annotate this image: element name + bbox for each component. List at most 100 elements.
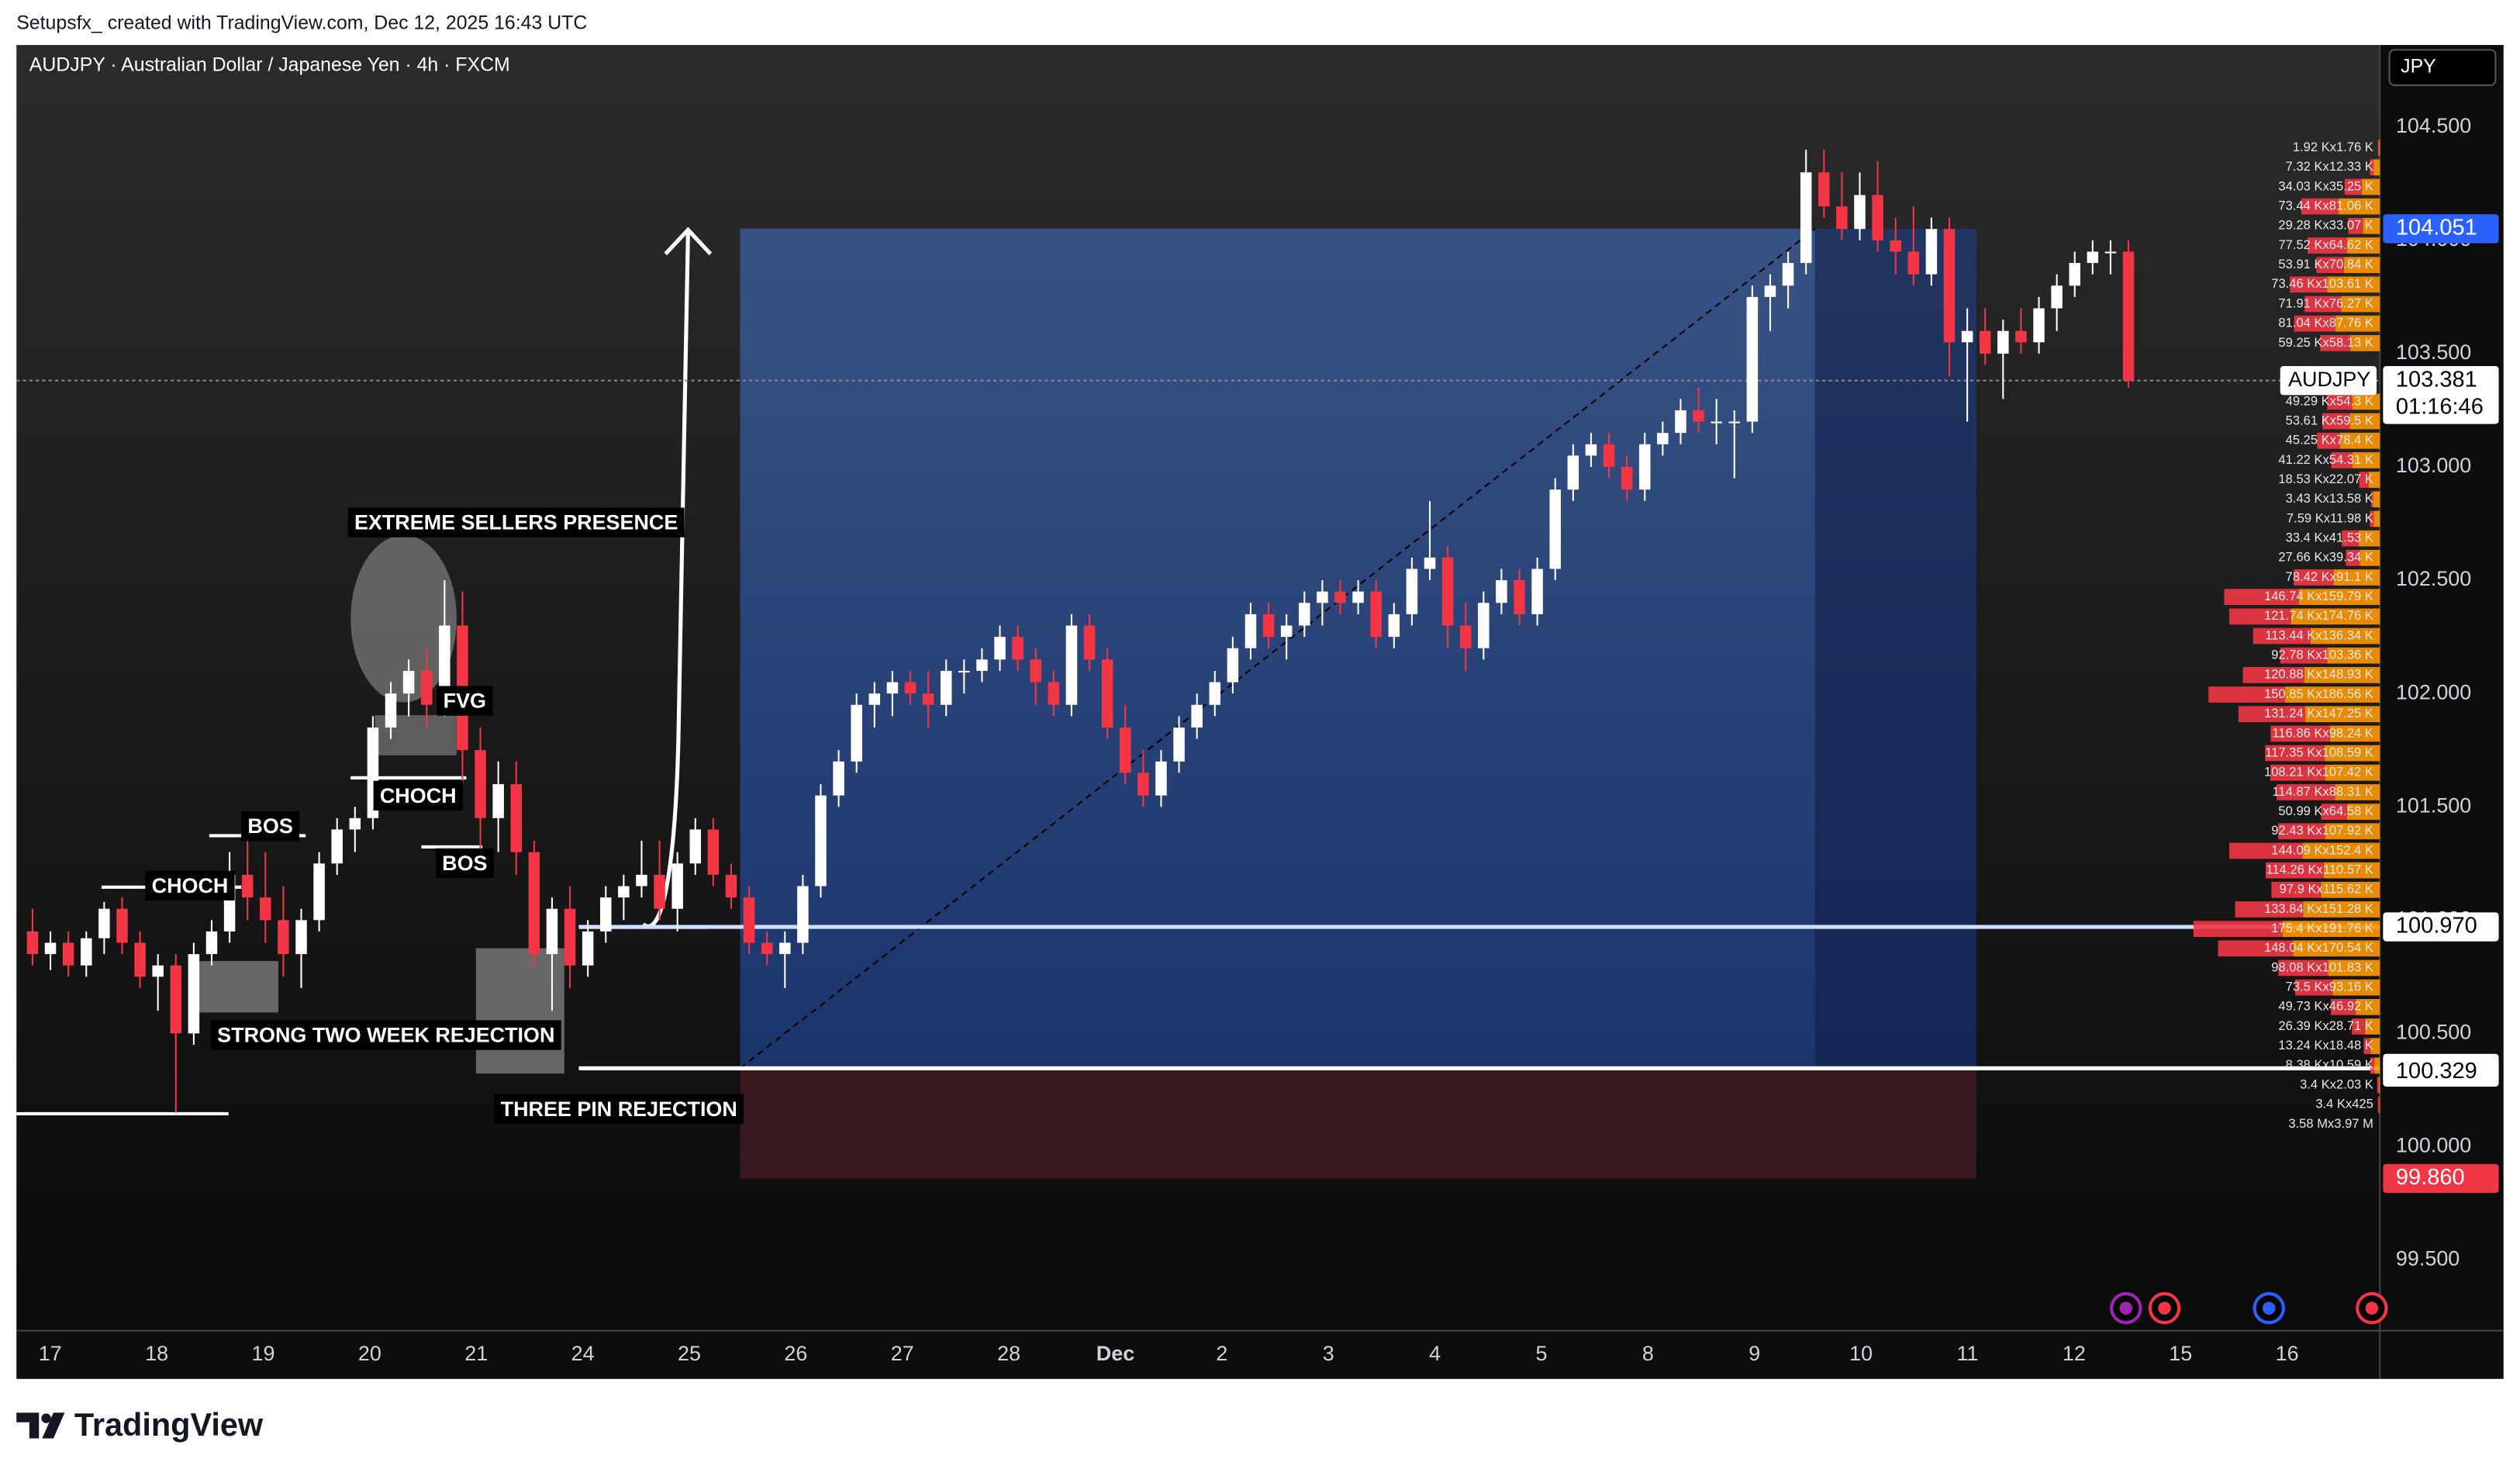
candle-body	[1227, 648, 1239, 683]
x-tick-label: 19	[252, 1342, 275, 1365]
countdown: 01:16:46	[2396, 395, 2484, 420]
profile-label: 144.09 Kx152.4 K	[2271, 842, 2373, 857]
profile-label: 29.28 Kx33.07 K	[2278, 218, 2373, 233]
event-icon-dot	[2263, 1301, 2276, 1315]
candle-body	[206, 932, 218, 954]
profile-label: 148.04 Kx170.54 K	[2264, 940, 2373, 955]
candle-body	[1997, 331, 2009, 354]
profile-label: 73.46 Kx103.61 K	[2271, 276, 2373, 291]
candle-body	[1030, 659, 1041, 682]
symbol-title: AUDJPY · Australian Dollar / Japanese Ye…	[29, 54, 510, 76]
stop-zone	[740, 1068, 1976, 1178]
target-zone	[740, 229, 1976, 1068]
candle-body	[958, 671, 970, 672]
candle-body	[331, 829, 343, 863]
profile-label: 116.86 Kx98.24 K	[2272, 725, 2373, 740]
annotation: CHOCH	[145, 871, 234, 900]
x-tick-label: 17	[39, 1342, 62, 1365]
candle-body	[1568, 455, 1579, 489]
candle-body	[98, 909, 110, 938]
brand: TradingView	[74, 1406, 264, 1443]
candle-body	[976, 659, 988, 671]
candle-body	[797, 886, 809, 942]
profile-label: 117.35 Kx108.59 K	[2265, 745, 2373, 759]
profile-label: 3.4 Kx425	[2315, 1097, 2373, 1111]
annotation-text: FVG	[444, 690, 486, 713]
profile-sell	[2194, 921, 2283, 937]
annotation-text: EXTREME SELLERS PRESENCE	[354, 511, 678, 534]
x-tick-label: 8	[1642, 1342, 1654, 1365]
price-tag: 100.329	[2396, 1059, 2477, 1084]
candle-body	[1496, 580, 1507, 603]
profile-buy	[2373, 159, 2380, 175]
price-tag: 99.860	[2396, 1165, 2465, 1190]
candle-body	[1299, 603, 1310, 625]
profile-sell	[2378, 1097, 2380, 1113]
profile-label: 18.53 Kx22.07 K	[2278, 472, 2373, 486]
zone	[476, 949, 564, 1074]
profile-label: 108.21 Kx107.42 K	[2264, 765, 2373, 779]
profile-label: 41.22 Kx54.31 K	[2278, 452, 2373, 467]
candle-body	[403, 671, 415, 693]
candle-body	[1549, 489, 1561, 569]
candle-body	[1102, 659, 1113, 728]
profile-label: 49.73 Kx46.92 K	[2278, 999, 2373, 1014]
candle-body	[1621, 467, 1633, 489]
candle-body	[1155, 762, 1167, 796]
symbol-tag: AUDJPY	[2288, 368, 2370, 391]
candle-body	[134, 943, 146, 977]
candle-body	[1639, 444, 1651, 489]
candle-body	[152, 966, 164, 977]
profile-label: 45.25 Kx78.4 K	[2286, 433, 2373, 448]
candle-body	[690, 829, 702, 863]
x-tick-label: 2	[1216, 1342, 1227, 1365]
candle-body	[1352, 592, 1364, 603]
profile-label: 71.91 Kx76.27 K	[2278, 296, 2373, 310]
x-tick-label: 27	[891, 1342, 914, 1365]
price-tag: 104.051	[2396, 216, 2477, 240]
profile-label: 113.44 Kx136.34 K	[2265, 627, 2373, 642]
candle-body	[654, 875, 665, 909]
x-tick-label: 16	[2276, 1342, 2299, 1365]
currency[interactable]: JPY	[2401, 56, 2436, 78]
candle-body	[1872, 195, 1883, 240]
candle-body	[1478, 603, 1490, 648]
candle-body	[671, 863, 683, 908]
candle-body	[188, 954, 200, 1033]
zone	[192, 961, 278, 1012]
y-tick-label: 99.500	[2396, 1247, 2460, 1270]
candle-body	[708, 829, 720, 874]
candle-body	[2105, 251, 2117, 253]
candle-body	[1442, 558, 1454, 626]
profile-buy	[2373, 511, 2380, 527]
candle-body	[295, 920, 307, 954]
profile-label: 120.88 Kx148.93 K	[2264, 667, 2373, 682]
candle-body	[475, 750, 486, 818]
candle-body	[815, 796, 827, 887]
candle-body	[1783, 263, 1794, 285]
candle-body	[1586, 444, 1597, 456]
x-tick-label: 3	[1323, 1342, 1334, 1365]
candle-body	[1908, 251, 1920, 274]
candle-body	[1191, 705, 1203, 728]
candle-body	[260, 897, 271, 920]
profile-label: 131.24 Kx147.25 K	[2264, 706, 2373, 721]
profile-label: 150.85 Kx186.56 K	[2264, 686, 2373, 701]
candle-body	[1531, 569, 1543, 614]
candle-body	[2087, 251, 2099, 263]
annotation: FVG	[437, 686, 492, 715]
candle-body	[994, 637, 1006, 659]
candle-body	[1173, 728, 1185, 762]
price-tag: 103.381	[2396, 367, 2477, 392]
candle-body	[905, 683, 917, 694]
candle-body	[1281, 625, 1293, 637]
candle-body	[1334, 592, 1346, 603]
candle-body	[421, 671, 433, 705]
profile-label: 7.32 Kx12.33 K	[2286, 159, 2373, 174]
annotation-text: BOS	[442, 852, 487, 875]
annotation-text: CHOCH	[380, 784, 457, 807]
annotation: BOS	[436, 849, 494, 878]
candle-body	[1048, 683, 1060, 705]
profile-buy	[2373, 491, 2380, 507]
